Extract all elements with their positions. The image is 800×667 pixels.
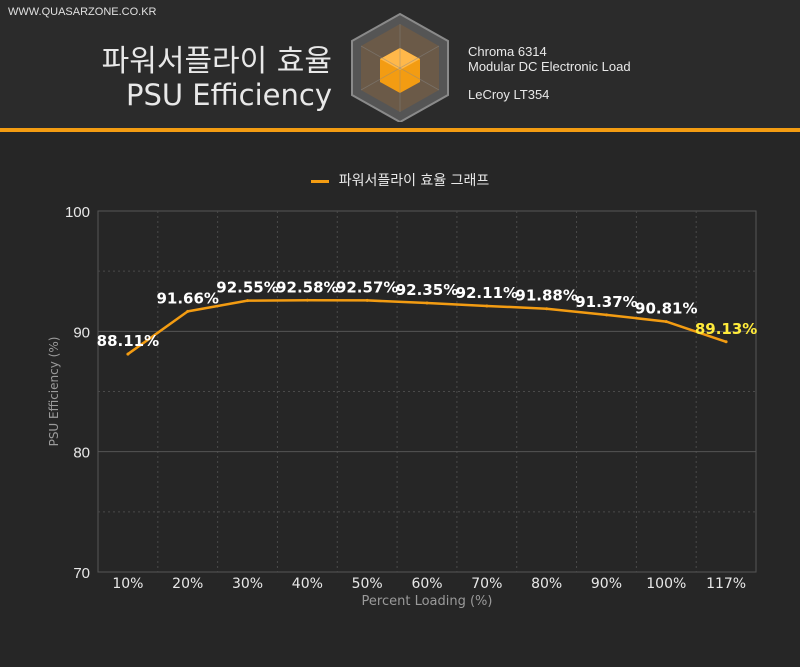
x-tick-label: 30%	[232, 576, 263, 592]
data-label: 91.37%	[575, 293, 637, 311]
x-axis-title: Percent Loading (%)	[362, 594, 493, 609]
data-label: 92.11%	[456, 284, 518, 302]
page-title-korean: 파워서플라이 효율	[101, 44, 332, 79]
data-label: 92.35%	[396, 281, 458, 299]
data-label: 92.57%	[336, 278, 398, 296]
equipment-line-1: Chroma 6314	[468, 44, 547, 59]
y-tick-label: 70	[73, 565, 90, 582]
y-tick-label: 100	[65, 204, 90, 221]
legend-swatch	[310, 179, 329, 183]
data-point	[305, 298, 309, 302]
data-point	[246, 299, 250, 303]
y-tick-label: 80	[73, 445, 90, 462]
data-point	[545, 307, 549, 311]
x-tick-label: 20%	[172, 576, 203, 592]
page-title-english: PSU Efficiency	[125, 78, 332, 112]
x-tick-label: 50%	[352, 576, 383, 592]
data-point	[664, 320, 668, 324]
data-label: 91.66%	[156, 289, 218, 307]
data-point	[126, 352, 130, 356]
x-tick-label: 80%	[531, 576, 562, 592]
data-label: 91.88%	[515, 287, 577, 305]
data-point	[425, 301, 429, 305]
x-tick-label: 117%	[706, 576, 746, 592]
equipment-line-2: Modular DC Electronic Load	[468, 59, 631, 74]
data-point	[365, 298, 369, 302]
data-point	[485, 304, 489, 308]
x-tick-label: 100%	[646, 576, 686, 592]
x-tick-label: 40%	[292, 576, 323, 592]
plot-area	[97, 210, 757, 573]
data-label: 89.13%	[695, 320, 757, 338]
header-divider	[0, 128, 800, 132]
data-label: 90.81%	[635, 300, 697, 318]
chart-legend: 파워서플라이 효율 그래프	[0, 170, 800, 190]
site-url: WWW.QUASARZONE.CO.KR	[8, 6, 157, 18]
y-tick-label: 90	[73, 324, 90, 341]
x-tick-label: 70%	[471, 576, 502, 592]
hexagon-cube-icon	[351, 12, 449, 122]
data-label: 92.55%	[216, 279, 278, 297]
data-point	[724, 340, 728, 344]
equipment-line-3: LeCroy LT354	[468, 87, 550, 102]
data-label: 92.58%	[276, 278, 338, 296]
data-point	[604, 313, 608, 317]
x-tick-label: 60%	[411, 576, 442, 592]
x-tick-label: 10%	[112, 576, 143, 592]
y-axis-title: PSU Efficiency (%)	[47, 337, 61, 447]
data-label: 88.11%	[97, 332, 159, 350]
legend-label: 파워서플라이 효율 그래프	[338, 173, 490, 189]
x-tick-label: 90%	[591, 576, 622, 592]
data-point	[186, 309, 190, 313]
